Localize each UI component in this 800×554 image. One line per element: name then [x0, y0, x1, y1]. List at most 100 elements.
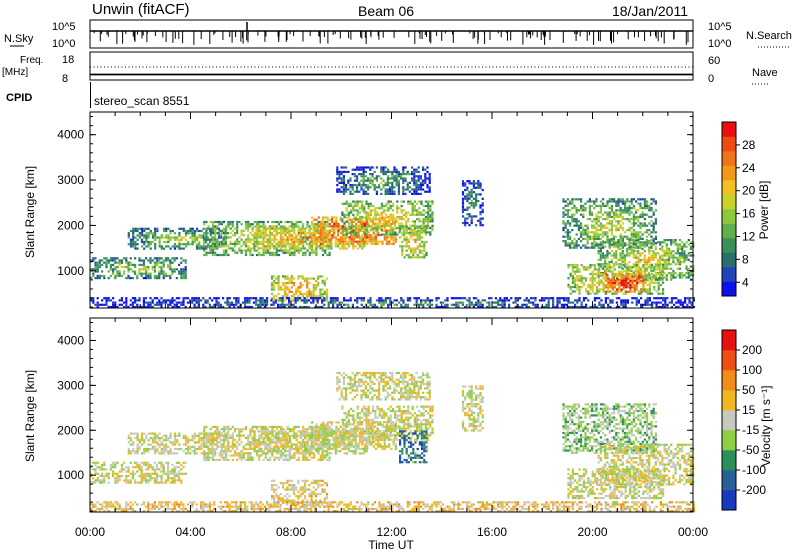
heat-cell: [630, 218, 633, 221]
heat-cell: [475, 301, 478, 304]
heat-cell: [358, 226, 361, 230]
heat-cell: [405, 238, 408, 241]
heat-cell: [323, 284, 326, 287]
heat-cell: [562, 200, 565, 203]
heat-cell: [211, 242, 215, 246]
heat-cell: [271, 227, 274, 230]
heat-cell: [347, 213, 350, 216]
heat-cell: [273, 295, 276, 298]
heat-cell: [417, 192, 420, 195]
heat-cell: [112, 259, 115, 262]
heat-cell: [589, 279, 592, 282]
heat-cell: [336, 299, 339, 302]
heat-cell: [659, 258, 662, 261]
heat-cell: [613, 279, 617, 282]
heat-cell: [376, 222, 379, 225]
heat-cell: [607, 264, 610, 267]
heat-cell: [171, 301, 174, 304]
heat-cell: [626, 299, 629, 302]
heat-cell: [350, 240, 353, 243]
heat-cell: [125, 299, 128, 302]
heat-cell: [593, 279, 596, 282]
heat-cell: [258, 223, 261, 226]
heat-cell: [383, 220, 386, 223]
heat-cell: [571, 242, 574, 245]
heat-cell: [341, 213, 344, 216]
heat-cell: [393, 190, 396, 193]
heat-cell: [630, 200, 633, 203]
heat-cell: [634, 261, 638, 264]
heat-cell: [481, 303, 484, 306]
heat-cell: [416, 225, 419, 228]
heat-cell: [683, 254, 686, 257]
heat-cell: [244, 249, 248, 252]
heat-cell: [597, 250, 600, 253]
heat-cell: [390, 242, 393, 245]
heat-cell: [226, 301, 229, 304]
heat-cell: [575, 220, 578, 223]
heat-cell: [306, 297, 309, 300]
heat-cell: [663, 261, 666, 264]
heat-cell: [457, 303, 460, 306]
heat-cell: [444, 299, 447, 302]
heat-cell: [582, 281, 585, 284]
heat-cell: [475, 303, 478, 306]
heat-cell: [312, 286, 315, 289]
heat-cell: [345, 188, 348, 191]
heat-cell: [323, 234, 326, 237]
heat-cell: [295, 249, 298, 252]
heat-cell: [638, 279, 641, 282]
heat-cell: [637, 281, 640, 284]
heat-cell: [329, 297, 332, 300]
heat-cell: [659, 254, 662, 257]
heat-cell: [416, 232, 419, 235]
heat-cell: [626, 250, 629, 253]
heat-cell: [604, 261, 607, 264]
heat-cell: [391, 186, 394, 189]
heat-cell: [217, 236, 221, 239]
heat-cell: [362, 177, 365, 180]
heat-cell: [651, 305, 654, 309]
heat-cell: [317, 240, 320, 243]
heat-cell: [652, 250, 655, 253]
heat-cell: [136, 247, 139, 250]
heat-cell: [654, 218, 657, 221]
heat-cell: [156, 257, 159, 260]
heat-cell: [302, 236, 305, 239]
heat-cell: [136, 238, 139, 241]
heat-cell: [295, 247, 298, 250]
heat-cell: [338, 188, 341, 191]
heat-cell: [345, 170, 348, 173]
heat-cell: [648, 229, 651, 232]
heat-cell: [345, 186, 348, 189]
heat-cell: [588, 204, 591, 207]
heat-cell: [409, 200, 412, 203]
heat-cell: [325, 290, 329, 293]
heat-cell: [630, 242, 633, 245]
heat-cell: [678, 272, 682, 275]
heat-cell: [662, 292, 665, 295]
heat-cell: [479, 303, 482, 306]
heat-cell: [632, 256, 635, 259]
heat-cell: [655, 272, 658, 275]
heat-cell: [593, 264, 596, 267]
heat-cell: [306, 286, 309, 289]
heat-cell: [621, 258, 624, 261]
heat-cell: [584, 207, 587, 210]
heat-cell: [384, 173, 387, 176]
heat-cell: [672, 274, 675, 277]
heat-cell: [610, 211, 613, 214]
heat-cell: [374, 229, 378, 232]
heat-cell: [602, 224, 605, 227]
heat-cell: [567, 286, 570, 289]
heat-cell: [370, 238, 373, 241]
heat-cell: [624, 235, 627, 238]
heat-cell: [566, 213, 569, 216]
heat-cell: [547, 305, 550, 309]
heat-cell: [556, 303, 559, 306]
heat-cell: [610, 229, 613, 232]
heat-cell: [687, 276, 690, 279]
heat-cell: [397, 179, 400, 182]
heat-cell: [654, 220, 657, 223]
heat-cell: [624, 284, 628, 287]
